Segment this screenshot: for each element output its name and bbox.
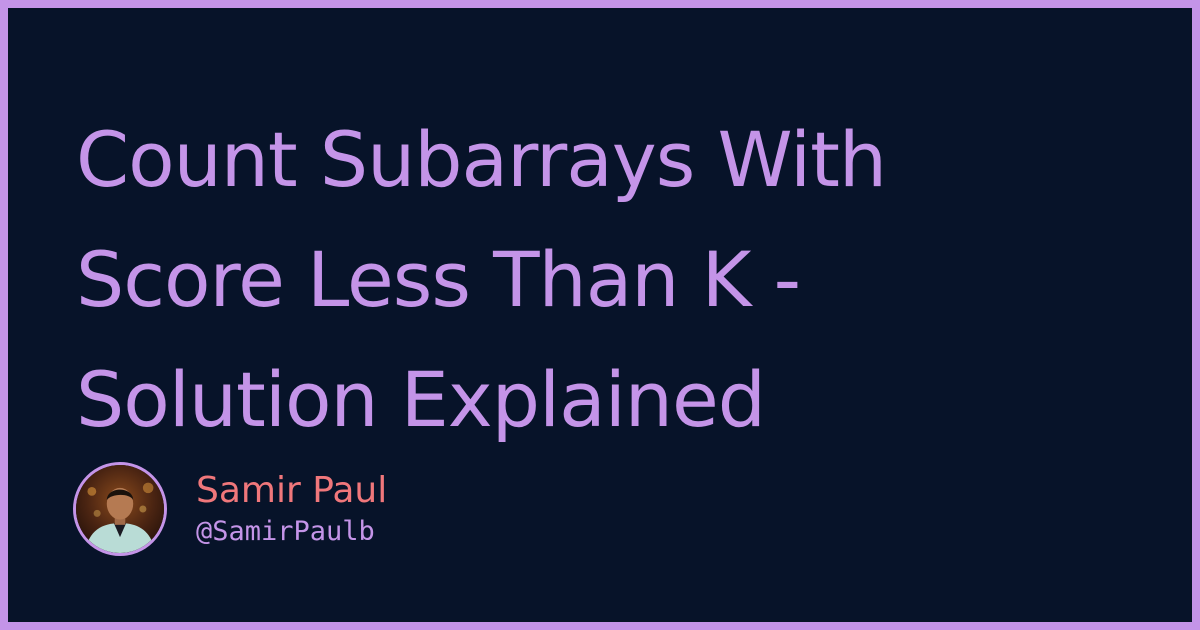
avatar bbox=[73, 462, 167, 556]
title-line-1: Count Subarrays With bbox=[76, 115, 887, 204]
title-line-2: Score Less Than K - bbox=[76, 235, 801, 324]
author-name: Samir Paul bbox=[196, 470, 388, 511]
author-text: Samir Paul @SamirPaulb bbox=[196, 469, 387, 549]
article-title: Count Subarrays With Score Less Than K -… bbox=[76, 100, 1136, 460]
author-block: Samir Paul @SamirPaulb bbox=[73, 460, 387, 558]
person-portrait-icon bbox=[76, 465, 164, 553]
title-line-3: Solution Explained bbox=[76, 355, 766, 444]
author-handle: @SamirPaulb bbox=[196, 516, 375, 547]
